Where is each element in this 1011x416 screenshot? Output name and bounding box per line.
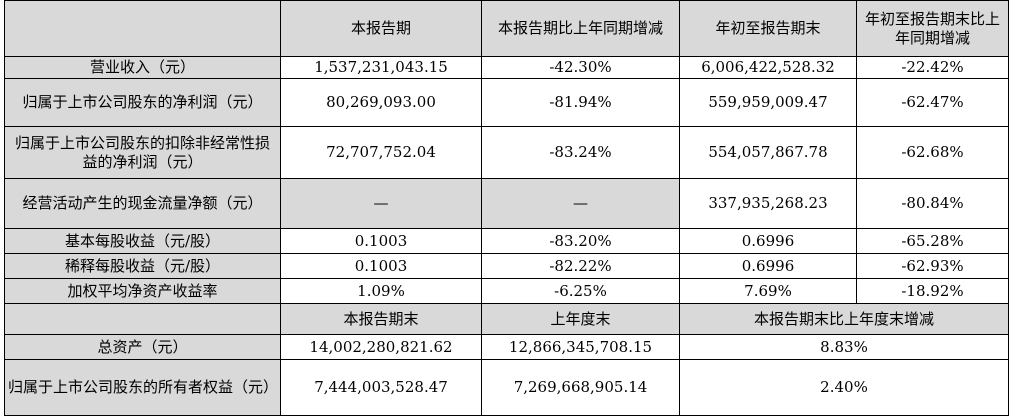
- cell-current-period: 0.1003: [280, 253, 482, 279]
- cell-current-period-yoy: -42.30%: [481, 56, 680, 79]
- cell-ytd: 559,959,009.47: [679, 78, 857, 127]
- cell-current-period: 80,269,093.00: [280, 78, 482, 127]
- financial-data-table: 本报告期 本报告期比上年同期增减 年初至报告期末 年初至报告期末比上年同期增减 …: [4, 0, 1009, 416]
- cell-ytd: 7.69%: [679, 278, 857, 304]
- header-current-period: 本报告期: [280, 0, 482, 57]
- cell-ytd: 0.6996: [679, 228, 857, 254]
- row-label: 营业收入（元）: [4, 56, 281, 79]
- cell-current-period: —: [280, 178, 482, 229]
- row-label: 加权平均净资产收益率: [4, 278, 281, 304]
- cell-ytd-yoy: -62.93%: [856, 253, 1009, 279]
- row-label: 基本每股收益（元/股）: [4, 228, 281, 254]
- row-label: 经营活动产生的现金流量净额（元）: [4, 178, 281, 229]
- cell-ytd-yoy: -62.68%: [856, 126, 1009, 179]
- header-current-period-yoy: 本报告期比上年同期增减: [481, 0, 680, 57]
- table-row: 稀释每股收益（元/股） 0.1003 -82.22% 0.6996 -62.93…: [4, 253, 1009, 279]
- row-label: 稀释每股收益（元/股）: [4, 253, 281, 279]
- cell-current-period: 1,537,231,043.15: [280, 56, 482, 79]
- table-row: 归属于上市公司股东的净利润（元） 80,269,093.00 -81.94% 5…: [4, 78, 1009, 127]
- cell-period-end: 14,002,280,821.62: [280, 334, 482, 360]
- cell-current-period-yoy: -83.24%: [481, 126, 680, 179]
- header-corner-cell: [4, 303, 281, 335]
- cell-ytd: 6,006,422,528.32: [679, 56, 857, 79]
- cell-current-period: 72,707,752.04: [280, 126, 482, 179]
- table-row: 经营活动产生的现金流量净额（元） — — 337,935,268.23 -80.…: [4, 178, 1009, 229]
- row-label: 总资产（元）: [4, 334, 281, 360]
- table-row: 归属于上市公司股东的所有者权益（元） 7,444,003,528.47 7,26…: [4, 359, 1009, 416]
- header-row: 本报告期 本报告期比上年同期增减 年初至报告期末 年初至报告期末比上年同期增减: [4, 0, 1009, 57]
- header-period-end: 本报告期末: [280, 303, 482, 335]
- row-label: 归属于上市公司股东的净利润（元）: [4, 78, 281, 127]
- cell-ytd-yoy: -80.84%: [856, 178, 1009, 229]
- cell-current-period-yoy: —: [481, 178, 680, 229]
- row-label: 归属于上市公司股东的扣除非经常性损益的净利润（元）: [4, 126, 281, 179]
- table-row: 归属于上市公司股东的扣除非经常性损益的净利润（元） 72,707,752.04 …: [4, 126, 1009, 179]
- cell-current-period-yoy: -81.94%: [481, 78, 680, 127]
- table-row: 加权平均净资产收益率 1.09% -6.25% 7.69% -18.92%: [4, 278, 1009, 304]
- cell-prior-year-end: 12,866,345,708.15: [481, 334, 680, 360]
- header-row-balance: 本报告期末 上年度末 本报告期末比上年度末增减: [4, 303, 1009, 335]
- cell-ytd-yoy: -22.42%: [856, 56, 1009, 79]
- table-row: 营业收入（元） 1,537,231,043.15 -42.30% 6,006,4…: [4, 56, 1009, 79]
- cell-ytd: 337,935,268.23: [679, 178, 857, 229]
- cell-current-period-yoy: -83.20%: [481, 228, 680, 254]
- cell-current-period-yoy: -82.22%: [481, 253, 680, 279]
- cell-current-period: 1.09%: [280, 278, 482, 304]
- cell-ytd-yoy: -18.92%: [856, 278, 1009, 304]
- cell-period-end-change: 2.40%: [679, 359, 1009, 416]
- header-period-end-change: 本报告期末比上年度末增减: [679, 303, 1009, 335]
- table-row: 基本每股收益（元/股） 0.1003 -83.20% 0.6996 -65.28…: [4, 228, 1009, 254]
- cell-ytd: 0.6996: [679, 253, 857, 279]
- row-label: 归属于上市公司股东的所有者权益（元）: [4, 359, 281, 416]
- header-prior-year-end: 上年度末: [481, 303, 680, 335]
- cell-ytd: 554,057,867.78: [679, 126, 857, 179]
- table-row: 总资产（元） 14,002,280,821.62 12,866,345,708.…: [4, 334, 1009, 360]
- cell-ytd-yoy: -62.47%: [856, 78, 1009, 127]
- cell-ytd-yoy: -65.28%: [856, 228, 1009, 254]
- cell-period-end-change: 8.83%: [679, 334, 1009, 360]
- header-ytd-yoy: 年初至报告期末比上年同期增减: [856, 0, 1009, 57]
- cell-period-end: 7,444,003,528.47: [280, 359, 482, 416]
- cell-current-period: 0.1003: [280, 228, 482, 254]
- header-corner-cell: [4, 0, 281, 57]
- cell-prior-year-end: 7,269,668,905.14: [481, 359, 680, 416]
- header-ytd: 年初至报告期末: [679, 0, 857, 57]
- cell-current-period-yoy: -6.25%: [481, 278, 680, 304]
